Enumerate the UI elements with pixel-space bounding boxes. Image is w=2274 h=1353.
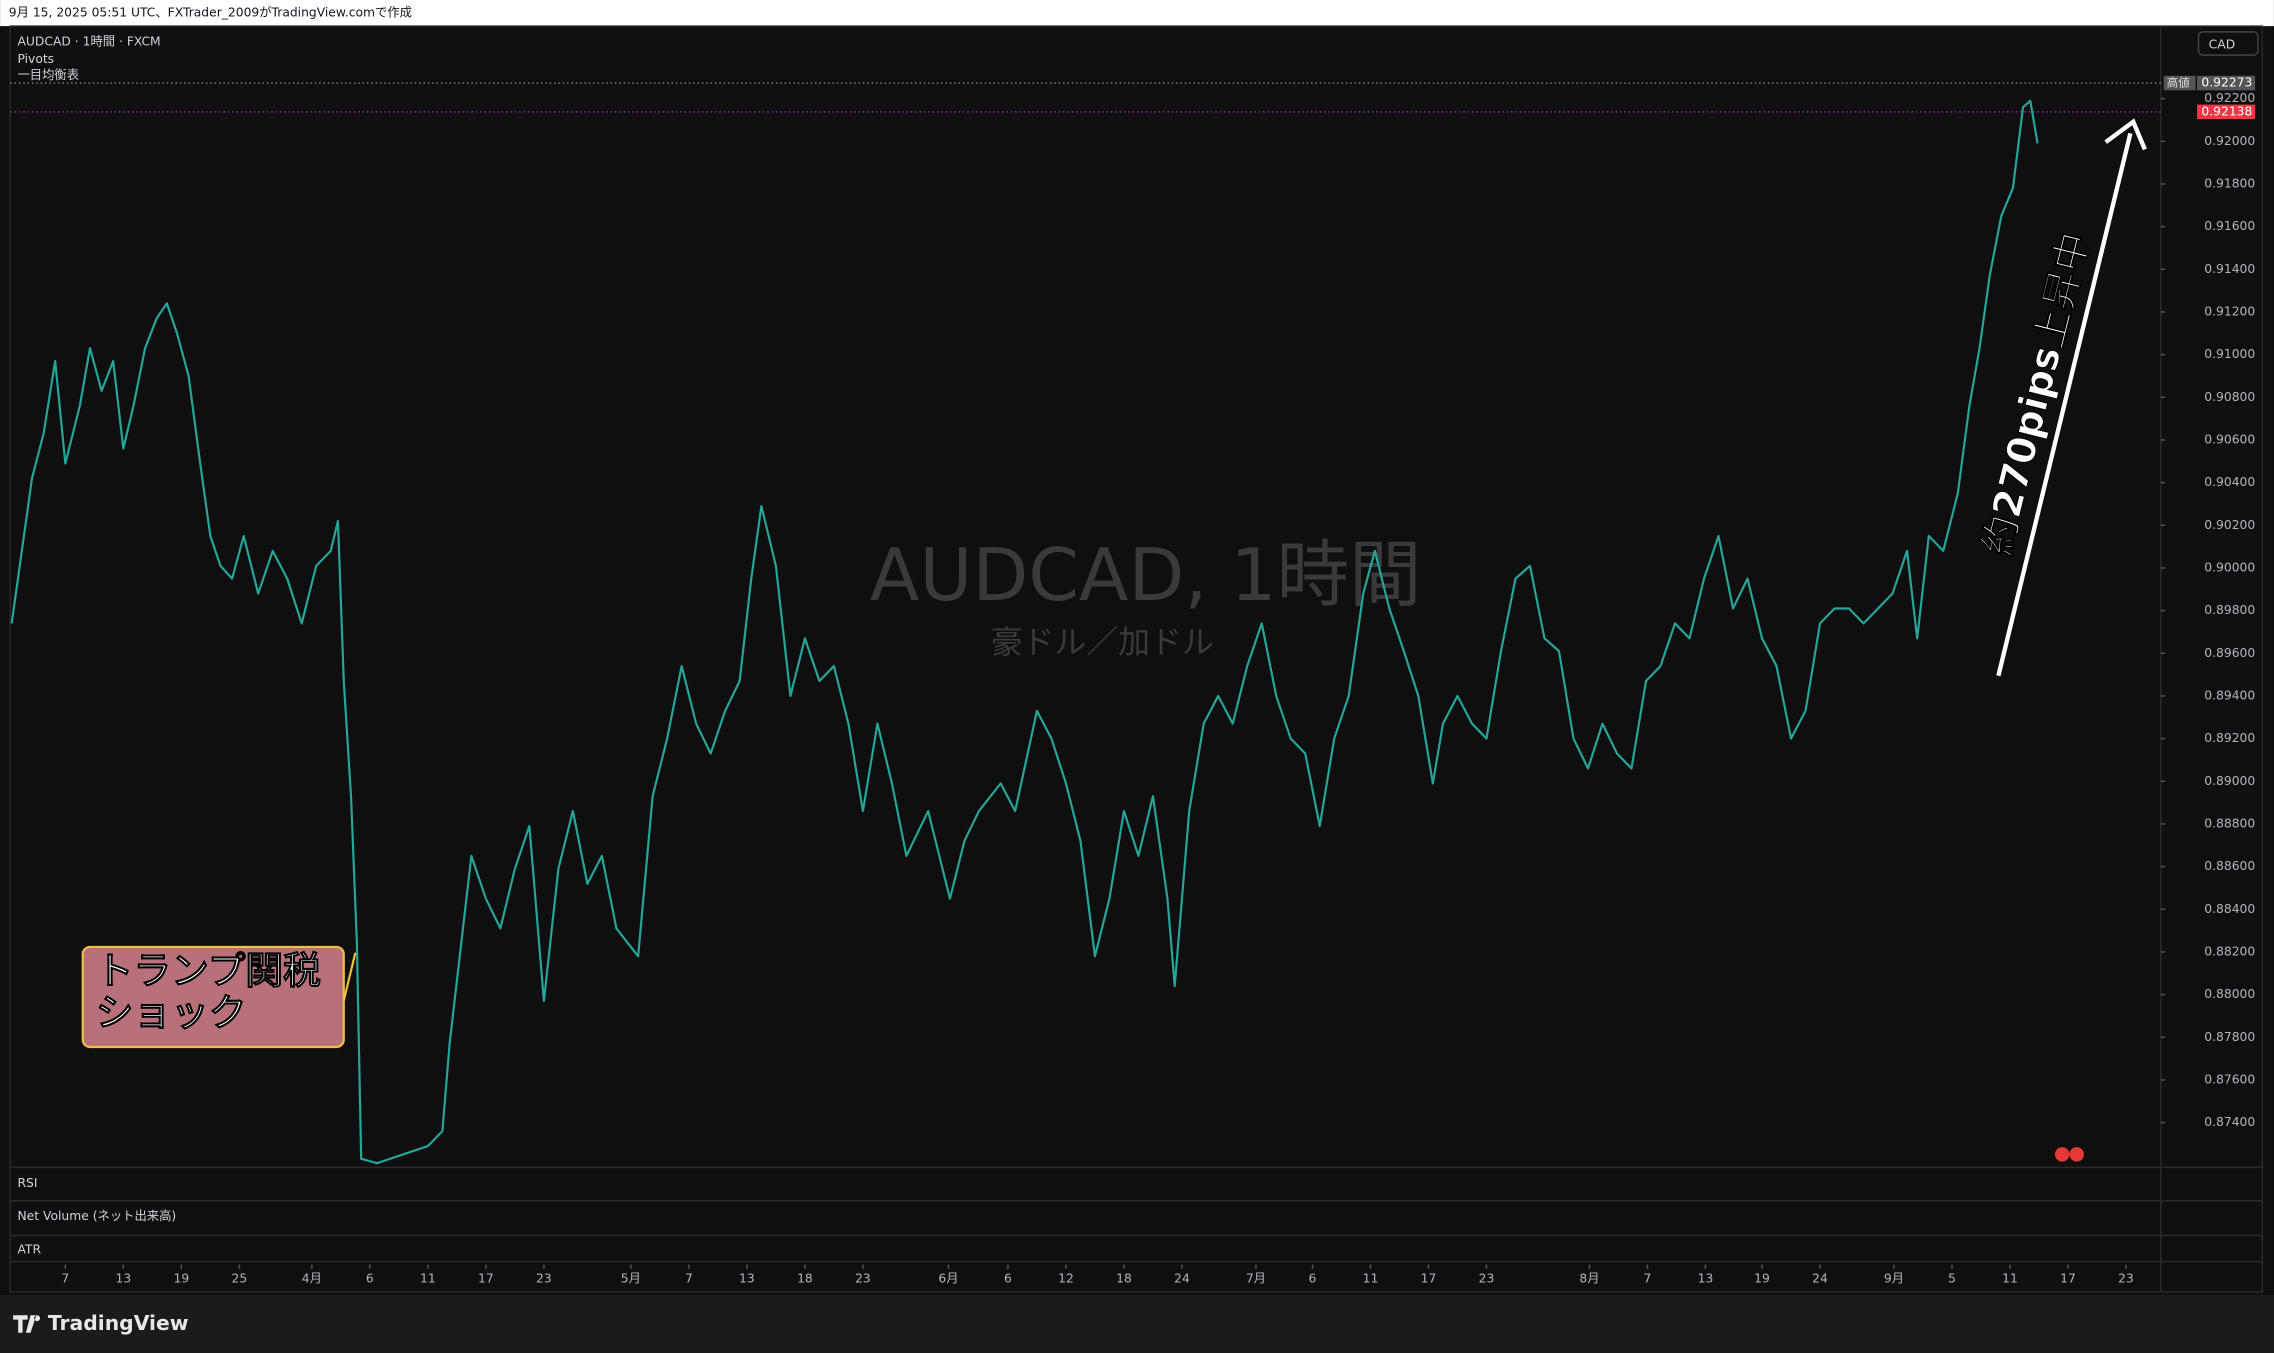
y-tick-label: 0.91200 — [2204, 304, 2255, 318]
logo-text[interactable]: TradingView — [48, 1311, 189, 1335]
x-tick-label: 7 — [1644, 1272, 1652, 1286]
high-tag: 高値 — [2167, 76, 2191, 90]
indicator-label: Pivots — [17, 52, 54, 66]
y-tick-label: 0.90800 — [2204, 390, 2255, 404]
x-tick-label: 5 — [1948, 1272, 1956, 1286]
y-tick-label: 0.89200 — [2204, 731, 2255, 745]
x-tick-label: 23 — [855, 1272, 871, 1286]
y-tick-label: 0.88800 — [2204, 816, 2255, 830]
x-tick-label: 5月 — [621, 1272, 641, 1286]
x-tick-label: 9月 — [1884, 1272, 1904, 1286]
event-icon[interactable] — [2069, 1147, 2084, 1162]
watermark-sub: 豪ドル／加ドル — [991, 623, 1214, 661]
pane-label: Net Volume (ネット出来高) — [17, 1208, 176, 1223]
watermark: AUDCAD, 1時間 — [870, 534, 1422, 618]
y-tick-label: 0.89000 — [2204, 774, 2255, 788]
x-tick-label: 12 — [1058, 1272, 1074, 1286]
callout-text: トランプ関税 — [96, 949, 321, 993]
header-text: 9月 15, 2025 05:51 UTC、FXTrader_2009がTrad… — [9, 5, 412, 20]
callout-pointer — [342, 952, 357, 1001]
x-tick-label: 8月 — [1579, 1272, 1599, 1286]
pane-label: RSI — [17, 1176, 37, 1190]
x-tick-label: 24 — [1174, 1272, 1190, 1286]
x-tick-label: 19 — [1754, 1272, 1770, 1286]
y-tick-label: 0.91000 — [2204, 347, 2255, 361]
high-value: 0.92273 — [2201, 76, 2252, 90]
y-tick-label: 0.90000 — [2204, 560, 2255, 574]
y-tick-label: 0.91400 — [2204, 262, 2255, 276]
plot — [10, 99, 2039, 1165]
x-tick-label: 13 — [116, 1272, 132, 1286]
pane-label: ATR — [17, 1243, 41, 1257]
x-tick-label: 13 — [1698, 1272, 1714, 1286]
x-tick-label: 11 — [2002, 1272, 2018, 1286]
y-tick-label: 0.90600 — [2204, 432, 2255, 446]
y-tick-label: 0.92000 — [2204, 134, 2255, 148]
y-tick-label: 0.91600 — [2204, 219, 2255, 233]
y-tick-label: 0.92200 — [2204, 91, 2255, 105]
header-bar — [0, 0, 2274, 27]
symbol-info: AUDCAD · 1時間 · FXCM — [17, 35, 160, 49]
x-tick-label: 7 — [61, 1272, 69, 1286]
x-tick-label: 11 — [420, 1272, 436, 1286]
high-tag-box — [2163, 75, 2196, 91]
price-line — [10, 99, 2039, 1165]
logo-icon — [13, 1315, 41, 1333]
x-tick-label: 11 — [1363, 1272, 1379, 1286]
y-tick-label: 0.89400 — [2204, 688, 2255, 702]
y-tick-label: 0.90200 — [2204, 518, 2255, 532]
x-tick-label: 24 — [1812, 1272, 1828, 1286]
x-tick-label: 6 — [366, 1272, 374, 1286]
y-tick-label: 0.88200 — [2204, 944, 2255, 958]
callout-box — [81, 945, 345, 1049]
last-value-box — [2197, 104, 2256, 120]
y-tick-label: 0.90400 — [2204, 475, 2255, 489]
y-tick-label: 0.88600 — [2204, 859, 2255, 873]
x-tick-label: 6月 — [938, 1272, 958, 1286]
y-tick-label: 0.91800 — [2204, 176, 2255, 190]
x-tick-label: 18 — [1116, 1272, 1132, 1286]
event-icon[interactable] — [2054, 1147, 2070, 1162]
y-tick-label: 0.89800 — [2204, 603, 2255, 617]
y-tick-label: 0.87600 — [2204, 1072, 2255, 1086]
arrow-line — [1996, 132, 2133, 677]
x-tick-label: 23 — [1479, 1272, 1495, 1286]
high-value-box — [2197, 75, 2256, 91]
y-tick-label: 0.88000 — [2204, 987, 2255, 1001]
x-tick-label: 4月 — [302, 1272, 322, 1286]
x-tick-label: 18 — [797, 1272, 813, 1286]
x-tick-label: 23 — [2118, 1272, 2134, 1286]
x-tick-label: 7月 — [1246, 1272, 1266, 1286]
indicator-label: 一目均衡表 — [17, 68, 79, 82]
x-tick-label: 17 — [478, 1272, 494, 1286]
x-tick-label: 19 — [174, 1272, 190, 1286]
footer-bar — [0, 1294, 2274, 1353]
y-tick-label: 0.89600 — [2204, 646, 2255, 660]
y-tick-label: 0.87400 — [2204, 1115, 2255, 1129]
x-tick-label: 23 — [536, 1272, 552, 1286]
y-tick-label: 0.88400 — [2204, 902, 2255, 916]
x-tick-label: 7 — [685, 1272, 693, 1286]
currency-button[interactable] — [2197, 31, 2259, 56]
x-tick-label: 6 — [1004, 1272, 1012, 1286]
last-value: 0.92138 — [2201, 104, 2252, 118]
x-tick-label: 25 — [232, 1272, 248, 1286]
callout-text: ショック — [96, 991, 247, 1035]
x-tick-label: 6 — [1309, 1272, 1317, 1286]
x-tick-label: 17 — [1421, 1272, 1437, 1286]
arrow-head — [2104, 118, 2147, 151]
y-tick-label: 0.87800 — [2204, 1030, 2255, 1044]
chart-frame — [9, 25, 2264, 1293]
x-tick-label: 17 — [2060, 1272, 2076, 1286]
currency-label[interactable]: CAD — [2209, 37, 2236, 51]
x-tick-label: 13 — [739, 1272, 755, 1286]
